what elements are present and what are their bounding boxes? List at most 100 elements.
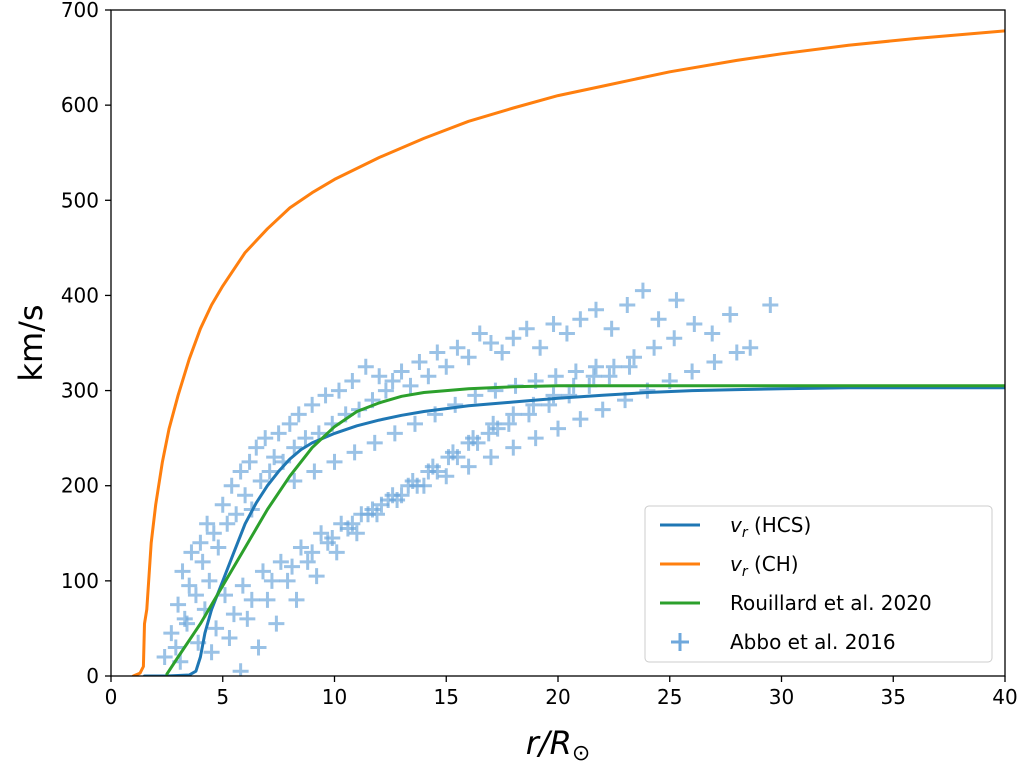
scatter-point [348, 525, 365, 542]
scatter-point [290, 406, 307, 423]
axes-frame [110, 9, 1006, 677]
legend-entry-ch: vr (CH) [660, 552, 799, 580]
scatter-point [704, 325, 721, 342]
scatter-point [167, 639, 184, 656]
y-tick-label: 600 [61, 93, 99, 117]
series-line-hcs [143, 386, 1005, 676]
scatter-point [223, 477, 240, 494]
x-axis-label: r/R⊙ [526, 724, 591, 763]
scatter-point [587, 358, 604, 375]
scatter-point [232, 463, 249, 480]
scatter-point [317, 387, 334, 404]
scatter-point [505, 406, 522, 423]
scatter-point [203, 644, 220, 661]
scatter-point [482, 449, 499, 466]
scatter-point [587, 301, 604, 318]
legend-label-rouillard: Rouillard et al. 2020 [730, 591, 932, 615]
scatter-point [460, 349, 477, 366]
scatter-point [297, 430, 314, 447]
scatter-point [402, 377, 419, 394]
legend-label-hcs: vr (HCS) [730, 513, 811, 541]
scatter-point [706, 354, 723, 371]
scatter-point [547, 368, 564, 385]
scatter-point [505, 330, 522, 347]
scatter-point [393, 363, 410, 380]
x-tick-label: 5 [216, 685, 229, 709]
scatter-point [313, 525, 330, 542]
x-tick-label: 35 [881, 685, 906, 709]
scatter-point [225, 606, 242, 623]
scatter-point [216, 587, 233, 604]
scatter-point [558, 325, 575, 342]
scatter-point [272, 553, 289, 570]
scatter-point [449, 449, 466, 466]
scatter-point [500, 415, 517, 432]
scatter-point [489, 420, 506, 437]
legend-entry-abbo: Abbo et al. 2016 [671, 630, 896, 654]
y-tick-label: 0 [86, 664, 99, 688]
scatter-point [371, 368, 388, 385]
scatter-point [646, 339, 663, 356]
scatter-point [221, 629, 238, 646]
scatter-point [181, 577, 198, 594]
x-tick-label: 20 [545, 685, 570, 709]
scatter-point [625, 349, 642, 366]
scatter-point [469, 434, 486, 451]
series-line-rouillard [165, 384, 1005, 676]
scatter-point [447, 396, 464, 413]
y-axis-label: km/s [12, 304, 50, 381]
scatter-point [605, 358, 622, 375]
y-tick-label: 400 [61, 283, 99, 307]
scatter-point [199, 515, 216, 532]
x-axis-label-sub: ⊙ [572, 741, 590, 763]
scatter-point [286, 439, 303, 456]
scatter-point [438, 468, 455, 485]
scatter-point [480, 425, 497, 442]
scatter-point [346, 444, 363, 461]
scatter-point [386, 425, 403, 442]
scatter-point [668, 292, 685, 309]
scatter-point [156, 648, 173, 665]
scatter-point [471, 325, 488, 342]
scatter-point [572, 411, 589, 428]
scatter-point [520, 406, 537, 423]
scatter-point [449, 339, 466, 356]
scatter-point [266, 449, 283, 466]
scatter-point [270, 425, 287, 442]
scatter-point [286, 472, 303, 489]
scatter-point [205, 525, 222, 542]
scatter-point [261, 463, 278, 480]
scatter-point [429, 463, 446, 480]
scatter-point [263, 572, 280, 589]
y-tick-label: 300 [61, 379, 99, 403]
scatter-point [429, 344, 446, 361]
scatter-point [621, 358, 638, 375]
scatter-point [243, 591, 260, 608]
scatter-point [330, 382, 347, 399]
scatter-point [384, 373, 401, 390]
scatter-point [505, 439, 522, 456]
scatter-point [241, 453, 258, 470]
legend-entry-rouillard: Rouillard et al. 2020 [660, 591, 932, 615]
scatter-point [279, 572, 296, 589]
scatter-point [234, 577, 251, 594]
x-axis-label-main: r/R [526, 724, 572, 762]
plot-layer [131, 29, 1005, 676]
scatter-point [252, 472, 269, 489]
scatter-point [192, 534, 209, 551]
scatter-point [467, 387, 484, 404]
series-abbo-markers [156, 282, 779, 676]
scatter-point [585, 368, 602, 385]
scatter-point [684, 363, 701, 380]
x-tick-label: 25 [657, 685, 682, 709]
scatter-point [532, 339, 549, 356]
scatter-point [308, 568, 325, 585]
scatter-point [219, 515, 236, 532]
legend-frame [644, 505, 993, 663]
scatter-point [420, 368, 437, 385]
scatter-point [594, 401, 611, 418]
scatter-point [304, 396, 321, 413]
scatter-point [634, 282, 651, 299]
x-tick-label: 15 [434, 685, 459, 709]
